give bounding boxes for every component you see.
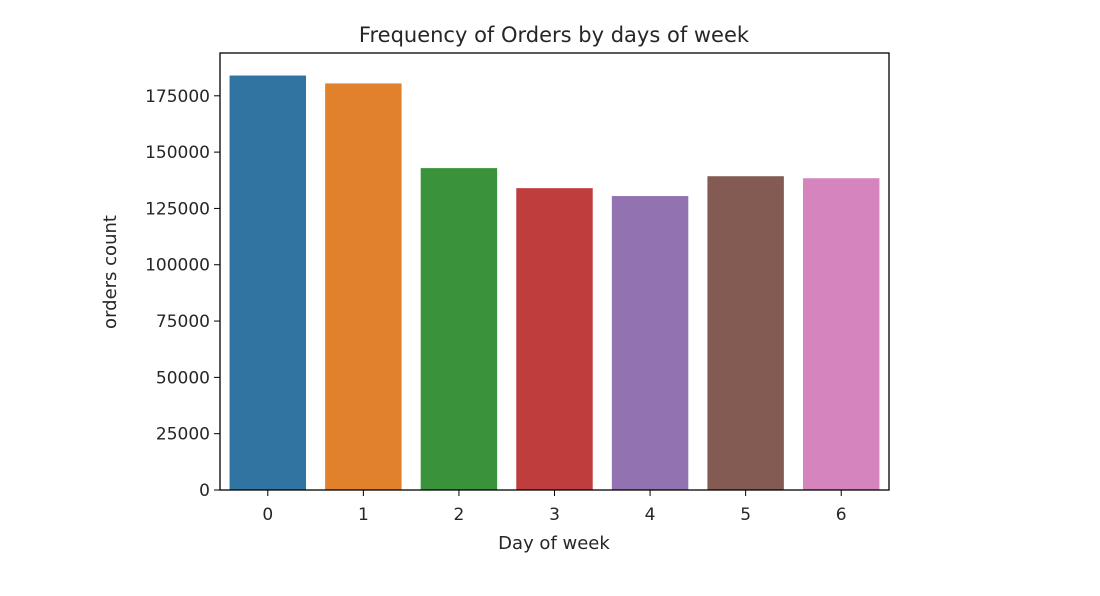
bar-day-5 (707, 176, 784, 490)
chart-title: Frequency of Orders by days of week (359, 23, 750, 47)
y-tick-label: 50000 (156, 368, 210, 388)
bar-day-0 (229, 75, 307, 491)
x-tick-label: 1 (358, 505, 369, 525)
y-axis-ticks: 0 25000 50000 75000 100000 125000 150000 175000 (145, 87, 220, 501)
x-tick-label: 4 (645, 505, 656, 525)
x-tick-label: 6 (836, 505, 847, 525)
bar-day-6 (802, 178, 880, 491)
bar-day-2 (420, 168, 498, 491)
x-tick-label: 3 (549, 505, 560, 525)
plot-frame (219, 52, 890, 491)
y-tick-label: 25000 (156, 425, 210, 445)
x-tick-label: 0 (262, 505, 273, 525)
y-tick-label: 150000 (145, 143, 210, 163)
bar-day-1 (325, 83, 402, 490)
bar-day-3 (516, 188, 593, 490)
x-axis-ticks: 0 1 2 3 4 5 6 (262, 490, 847, 525)
y-tick-label: 125000 (145, 199, 210, 219)
y-tick-label: 175000 (145, 87, 210, 107)
y-axis-title: orders count (100, 215, 121, 329)
bar-day-4 (611, 196, 689, 490)
x-tick-label: 5 (740, 505, 751, 525)
y-tick-label: 75000 (156, 312, 210, 332)
x-tick-label: 2 (454, 505, 465, 525)
y-tick-label: 0 (199, 481, 210, 501)
y-tick-label: 100000 (145, 256, 210, 276)
bars-group (229, 75, 880, 491)
x-axis-title: Day of week (498, 533, 610, 554)
